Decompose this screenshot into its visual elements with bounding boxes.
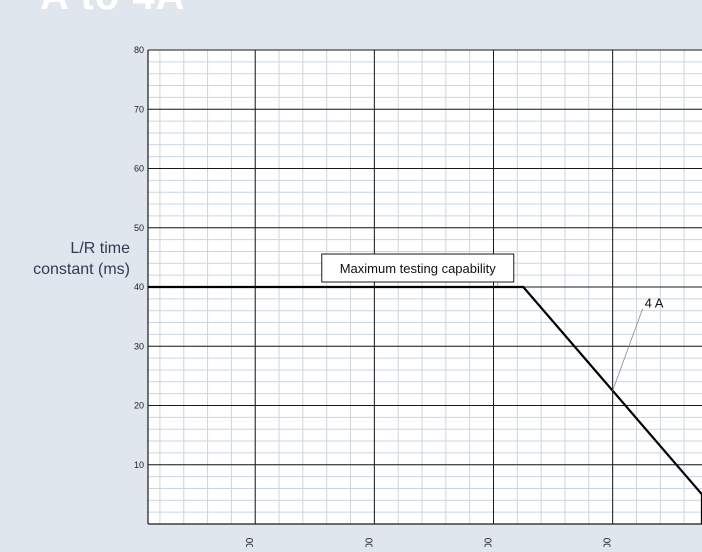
x-tick-labels: 200 300 400 500 — [245, 537, 614, 552]
y-axis-label: L/R time constant (ms) — [0, 238, 130, 280]
y-tick-labels: 10 20 30 40 50 60 70 80 — [134, 45, 144, 470]
y-axis-label-line-2: constant (ms) — [33, 261, 130, 278]
annotation-text: Maximum testing capability — [340, 261, 497, 276]
series-label-leader — [612, 308, 644, 391]
y-tick-label: 50 — [134, 223, 144, 233]
annotations: Maximum testing capability — [321, 253, 515, 287]
series-label: 4 A — [645, 296, 664, 311]
y-tick-label: 10 — [134, 460, 144, 470]
y-tick-label: 70 — [134, 104, 144, 114]
series-group: 4 A — [148, 285, 702, 524]
x-tick-label: 300 — [364, 537, 375, 547]
y-tick-label: 20 — [134, 401, 144, 411]
x-tick-label: 200 — [245, 537, 256, 547]
y-tick-label: 30 — [134, 341, 144, 351]
annotation-box — [321, 253, 515, 283]
x-tick-label: 500 — [603, 537, 614, 547]
y-tick-label: 60 — [134, 164, 144, 174]
page-title: A to 4A — [40, 0, 186, 19]
y-axis-label-line-1: L/R time — [70, 240, 130, 257]
y-tick-label: 40 — [134, 282, 144, 292]
y-tick-label: 80 — [134, 45, 144, 55]
x-tick-label: 400 — [484, 537, 495, 547]
